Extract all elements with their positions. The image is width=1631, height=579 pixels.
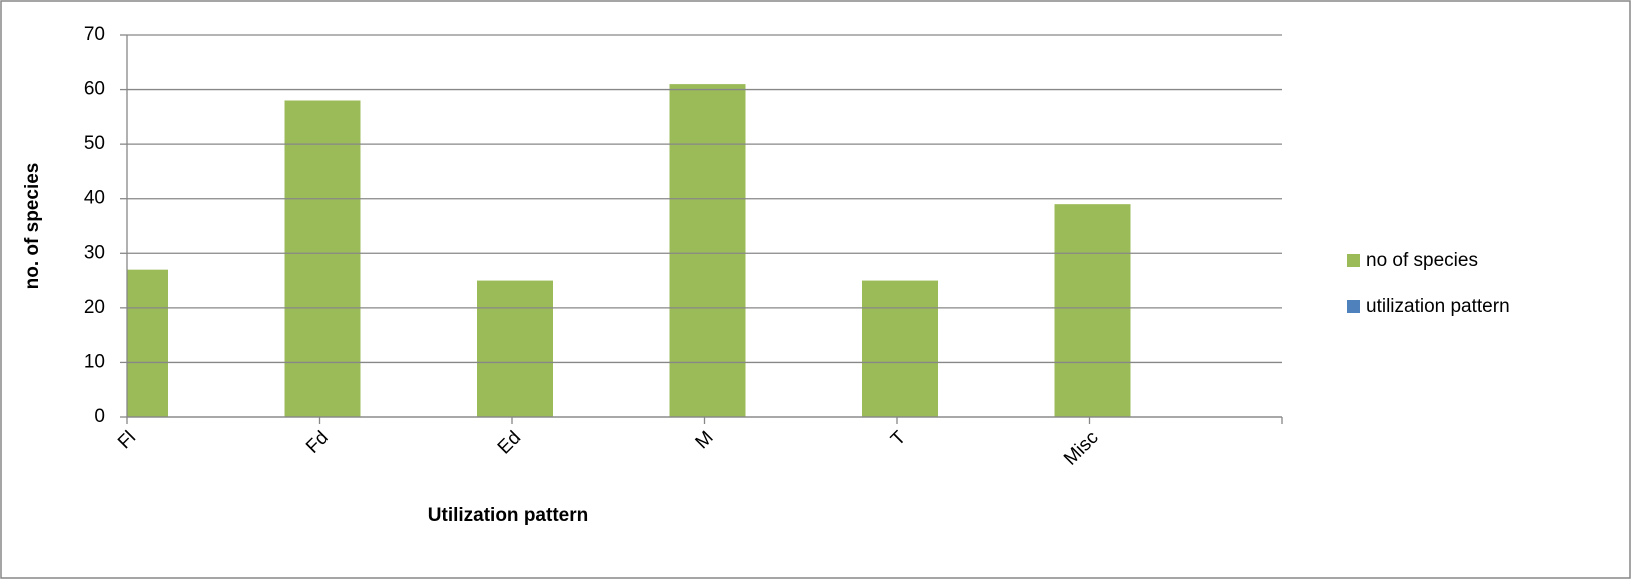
bar (1054, 204, 1131, 417)
bar (669, 84, 746, 417)
y-tick-label: 20 (84, 297, 105, 318)
legend-label: utilization pattern (1366, 296, 1510, 317)
legend-swatch (1347, 300, 1360, 313)
bar (862, 280, 938, 417)
y-tick-label: 50 (84, 133, 105, 154)
plot-area (127, 84, 1131, 417)
y-tick-label: 60 (84, 79, 105, 100)
y-tick-label: 10 (84, 351, 105, 372)
y-tick-label: 0 (94, 406, 105, 427)
y-axis-title: no. of species (22, 163, 43, 290)
y-tick-label: 40 (84, 188, 105, 209)
legend-swatch (1347, 254, 1360, 267)
y-tick-label: 70 (84, 24, 105, 45)
bar (477, 280, 553, 417)
bar (284, 100, 361, 417)
legend-label: no of species (1366, 250, 1478, 271)
x-axis-title: Utilization pattern (428, 505, 588, 526)
bar (127, 269, 168, 417)
y-tick-label: 30 (84, 242, 105, 263)
